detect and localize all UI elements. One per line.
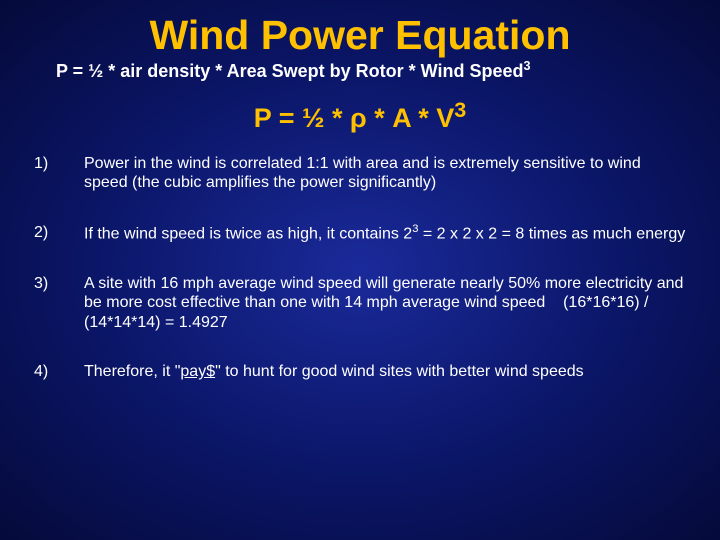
point-text: Therefore, it "pay$" to hunt for good wi… [84,362,686,382]
slide: Wind Power Equation P = ½ * air density … [0,0,720,540]
point-number: 2) [34,223,76,244]
slide-formula: P = ½ * ρ * A * V3 [34,98,686,134]
slide-subtitle: P = ½ * air density * Area Swept by Roto… [34,59,686,82]
point-number: 1) [34,154,76,193]
point-number: 3) [34,274,76,333]
point-text: If the wind speed is twice as high, it c… [84,223,686,244]
point-number: 4) [34,362,76,382]
point-text: Power in the wind is correlated 1:1 with… [84,154,686,193]
slide-title: Wind Power Equation [34,14,686,57]
point-text: A site with 16 mph average wind speed wi… [84,274,686,333]
points-grid: 1) Power in the wind is correlated 1:1 w… [34,154,686,382]
